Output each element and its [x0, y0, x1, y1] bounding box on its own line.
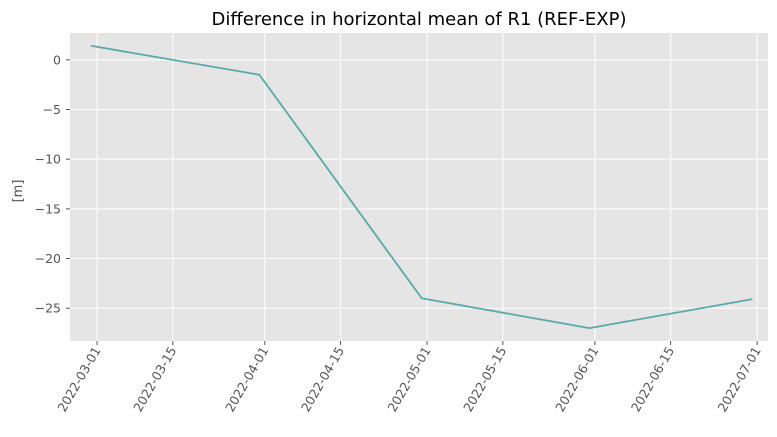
y-tick-label: 0 — [53, 52, 61, 67]
y-tick-label: −10 — [35, 152, 61, 167]
y-tick-label: −5 — [43, 102, 61, 117]
y-tick-label: −25 — [35, 301, 61, 316]
chart-title: Difference in horizontal mean of R1 (REF… — [211, 9, 626, 30]
series-line — [90, 45, 753, 329]
y-tick-label: −15 — [35, 201, 61, 216]
x-tick-label: 2022-04-01 — [222, 344, 271, 414]
x-tick-label: 2022-05-01 — [384, 344, 433, 414]
x-tick-label: 2022-06-15 — [628, 344, 677, 414]
y-tick-label: −20 — [35, 251, 61, 266]
x-tick-label: 2022-03-01 — [54, 344, 103, 414]
plot-area — [70, 33, 768, 341]
x-tick-label: 2022-05-15 — [460, 344, 509, 414]
tick-marks — [66, 59, 758, 345]
x-tick-label: 2022-06-01 — [552, 344, 601, 414]
x-tick-label: 2022-04-15 — [298, 344, 347, 414]
y-axis-label: [m] — [11, 180, 26, 203]
series-layer — [90, 45, 753, 329]
x-tick-label: 2022-03-15 — [130, 344, 179, 414]
x-tick-label: 2022-07-01 — [714, 344, 763, 414]
